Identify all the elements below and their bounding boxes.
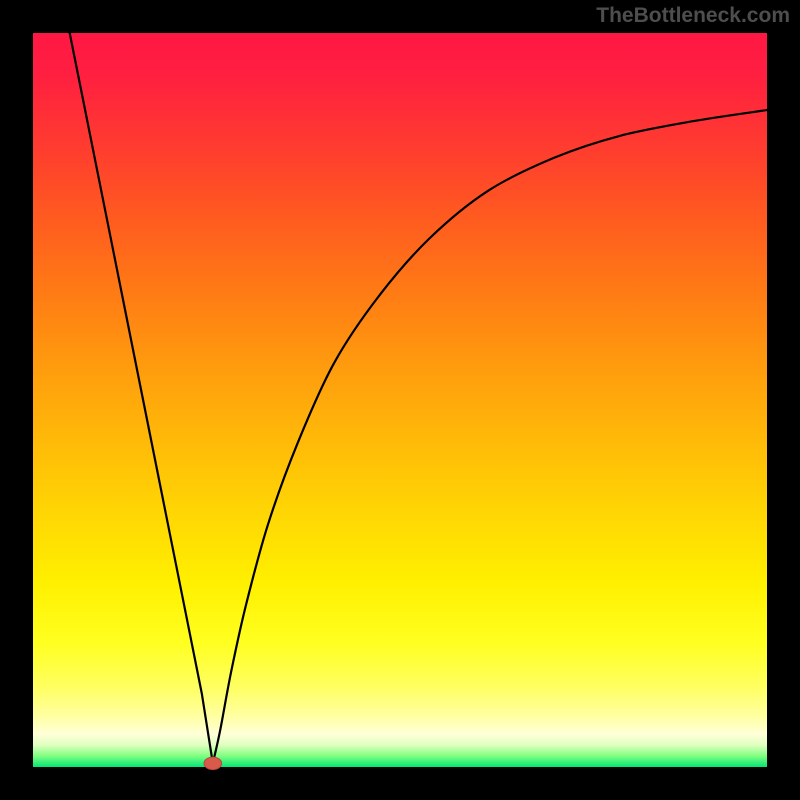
watermark-text: TheBottleneck.com xyxy=(596,4,790,28)
chart-svg xyxy=(0,0,800,800)
bottleneck-chart xyxy=(0,0,800,800)
minimum-marker xyxy=(204,757,222,769)
